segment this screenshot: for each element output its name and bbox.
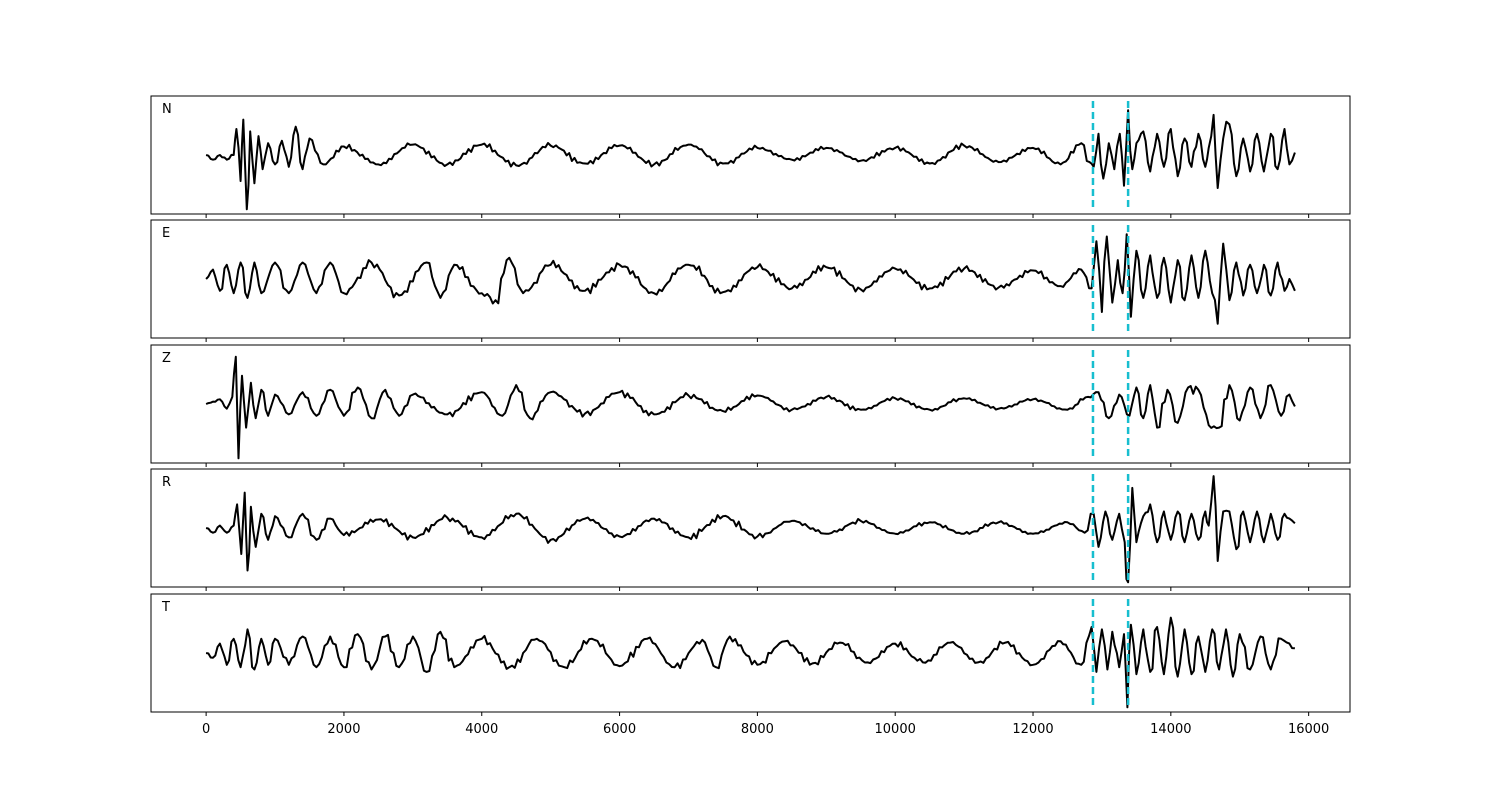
panel-r: R xyxy=(150,468,1351,591)
panel-label: N xyxy=(162,102,172,117)
x-tick-label: 12000 xyxy=(1012,722,1053,737)
panel-n: N xyxy=(150,95,1351,218)
x-tick-label: 16000 xyxy=(1288,722,1329,737)
panel-label: E xyxy=(162,226,170,241)
panel-z: Z xyxy=(150,344,1351,467)
panel-frame xyxy=(150,468,1351,588)
panel-frame xyxy=(150,219,1351,339)
x-tick-label: 0 xyxy=(202,722,210,737)
trace-r xyxy=(205,475,1296,584)
panel-frame xyxy=(150,344,1351,464)
x-tick-label: 14000 xyxy=(1150,722,1191,737)
panel-label: T xyxy=(161,600,170,615)
panel-label: R xyxy=(162,475,171,490)
panel-frame xyxy=(150,95,1351,215)
panel-frame xyxy=(150,593,1351,713)
panels: N E Z R T xyxy=(150,95,1351,716)
x-axis: 0 2000 4000 6000 8000 10000 12000 14000 16000 xyxy=(202,722,1329,737)
x-tick-label: 10000 xyxy=(875,722,916,737)
trace-z xyxy=(205,355,1296,460)
trace-t xyxy=(205,616,1295,709)
x-tick-label: 4000 xyxy=(465,722,498,737)
x-tick-label: 2000 xyxy=(327,722,360,737)
panel-e: E xyxy=(150,219,1351,342)
x-tick-label: 6000 xyxy=(603,722,636,737)
x-tick-label: 8000 xyxy=(741,722,774,737)
trace-n xyxy=(205,109,1296,211)
panel-label: Z xyxy=(162,351,171,366)
panel-t: T xyxy=(150,593,1351,716)
trace-e xyxy=(205,233,1296,325)
